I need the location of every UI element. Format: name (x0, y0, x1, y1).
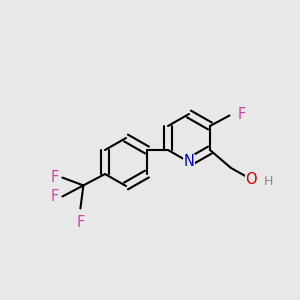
Text: N: N (184, 154, 194, 169)
Text: H: H (263, 175, 273, 188)
Text: O: O (246, 172, 257, 187)
Text: F: F (76, 215, 85, 230)
Text: F: F (238, 107, 246, 122)
Text: F: F (50, 189, 59, 204)
Text: F: F (50, 170, 59, 185)
